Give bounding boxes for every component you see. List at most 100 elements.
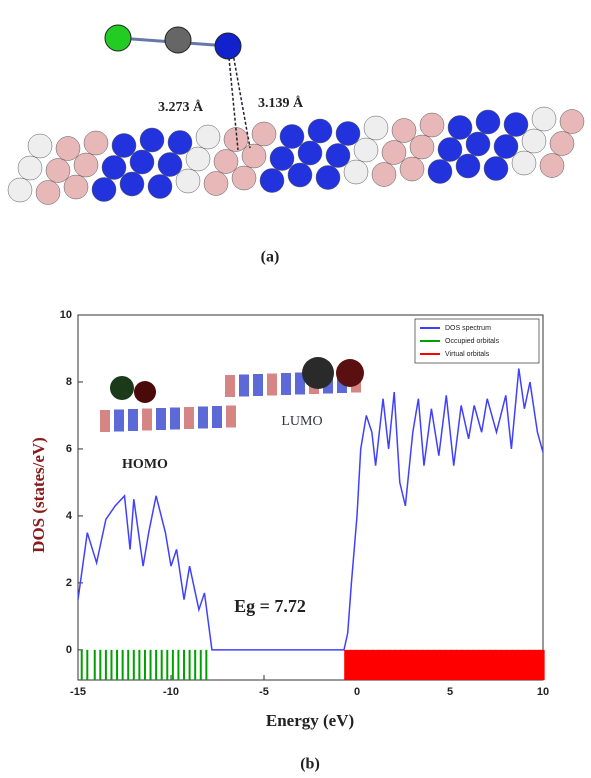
caption: (a) — [261, 249, 280, 266]
inset-orbital — [156, 408, 166, 430]
atom — [511, 150, 537, 176]
inset-orbital — [226, 405, 236, 428]
atom — [73, 152, 99, 178]
atom — [167, 130, 193, 155]
atom — [399, 156, 425, 182]
x-tick-label: 0 — [354, 686, 360, 698]
legend-label: Occupied orbitals — [445, 338, 500, 345]
x-tick-label: -15 — [70, 686, 86, 698]
atom — [231, 165, 257, 191]
distance-label: 3.139 Å — [258, 95, 304, 111]
inset-orbital — [225, 375, 235, 397]
atom — [371, 162, 397, 187]
atom — [343, 159, 369, 185]
dos-line — [77, 368, 544, 651]
atom — [139, 127, 165, 153]
atom — [164, 26, 192, 54]
atom — [559, 109, 585, 134]
atom — [27, 133, 53, 159]
inset-orbital — [110, 376, 134, 400]
x-tick-label: 5 — [447, 686, 453, 698]
atom — [241, 143, 267, 169]
atom — [315, 165, 341, 190]
atom — [251, 121, 277, 147]
atom — [279, 124, 305, 149]
atom — [419, 112, 445, 138]
inset-orbital — [267, 373, 277, 396]
atom — [391, 118, 417, 143]
distance-label: 3.273 Å — [158, 99, 204, 115]
atom — [483, 156, 509, 181]
annotation: LUMO — [281, 414, 322, 429]
distance-line — [231, 47, 251, 149]
atom — [83, 130, 109, 156]
atom — [63, 174, 89, 200]
atom — [119, 171, 145, 197]
atom — [214, 32, 242, 60]
atom — [17, 155, 43, 181]
atom — [447, 115, 473, 140]
x-axis-label: Energy (eV) — [266, 711, 354, 730]
y-tick-label: 8 — [66, 376, 72, 388]
inset-orbital — [134, 381, 156, 403]
atom — [195, 124, 221, 150]
y-tick-label: 4 — [66, 510, 73, 522]
atom — [35, 180, 61, 205]
atom — [475, 109, 501, 135]
atom — [203, 171, 229, 196]
distance-line — [227, 47, 239, 151]
legend-label: DOS spectrum — [445, 325, 491, 332]
inset-orbital — [295, 372, 305, 395]
atom — [437, 137, 463, 162]
atom — [91, 177, 117, 202]
inset-orbital — [114, 409, 124, 432]
atom — [521, 128, 547, 154]
plot-frame — [77, 314, 544, 681]
x-tick-label: 10 — [537, 686, 549, 698]
annotation: HOMO — [122, 457, 168, 472]
inset-orbital — [212, 406, 222, 428]
inset-orbital — [184, 407, 194, 429]
atom — [455, 153, 481, 179]
atom — [381, 140, 407, 165]
legend-label: Virtual orbitals — [445, 351, 490, 358]
atom — [101, 155, 127, 180]
inset-orbital — [336, 359, 364, 387]
atom — [549, 131, 575, 156]
atom — [465, 131, 491, 157]
atom — [325, 143, 351, 168]
atom — [531, 106, 557, 132]
panel-a: 3.273 Å 3.139 Å (a) — [7, 24, 585, 266]
atom — [104, 24, 132, 52]
atom — [223, 127, 249, 152]
inset-orbital — [253, 374, 263, 396]
inset-orbital — [239, 374, 249, 397]
atom — [353, 137, 379, 163]
inset-orbital — [142, 408, 152, 431]
atom — [175, 168, 201, 194]
atom — [259, 168, 285, 193]
atom — [409, 134, 435, 160]
atom — [147, 174, 173, 199]
atom — [55, 136, 81, 161]
y-tick-label: 10 — [60, 309, 72, 321]
atom — [111, 133, 137, 158]
atom — [157, 152, 183, 177]
x-tick-label: -5 — [259, 686, 269, 698]
inset-orbital — [198, 406, 208, 429]
atom — [269, 146, 295, 171]
atom — [129, 149, 155, 175]
atom — [307, 118, 333, 144]
atom — [427, 159, 453, 184]
y-tick-label: 6 — [66, 443, 72, 455]
inset-orbital — [302, 357, 334, 389]
y-tick-label: 2 — [66, 577, 72, 589]
atom — [213, 149, 239, 174]
atom — [539, 153, 565, 178]
y-tick-label: 0 — [66, 644, 72, 656]
atom — [185, 146, 211, 172]
atom — [493, 134, 519, 159]
atom — [503, 112, 529, 137]
inset-orbital — [128, 409, 138, 431]
